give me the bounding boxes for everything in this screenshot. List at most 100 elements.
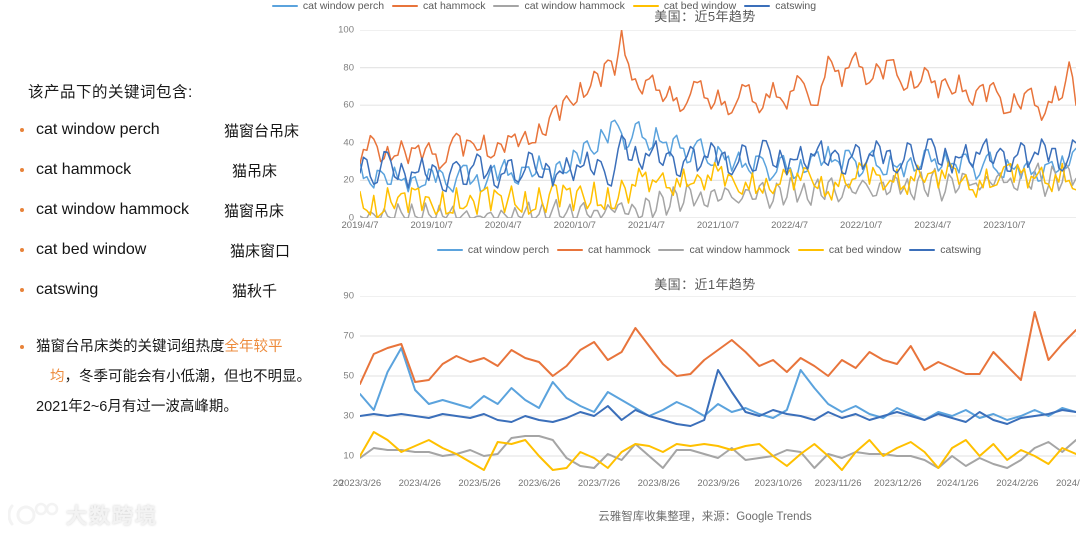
legend-item[interactable]: cat window perch [429,244,549,256]
legend-swatch-icon [392,4,419,8]
keyword-cn: 猫窗吊床 [224,202,285,220]
x-axis-tick: 2019/4/7 [341,220,379,231]
plot-lines [360,30,1076,218]
legend-swatch-icon [557,248,584,252]
y-axis-tick: 90 [343,290,354,302]
x-axis-tick: 2023/11/26 [814,478,862,489]
note-line-1-text: 猫窗台吊床类的关键词组热度 [36,339,225,355]
keyword-cn: 猫秋千 [232,282,278,300]
plot-area: 10 30 50 70 90 [330,291,1080,476]
legend-swatch-icon [493,4,520,8]
chart-us-1year: 美国：近1年趋势 10 30 50 70 90 2023/3/26 2023/4/26 20… [330,268,1080,518]
source-note: 云雅智库收集整理，来源：Google Trends [330,508,1080,524]
chart-us-5year: 美国：近5年趋势 0 20 40 60 80 100 2019/4/7 2019/10/7 2… [330,0,1080,266]
x-axis-tick: 2021/4/7 [627,220,665,231]
legend-swatch-icon [658,248,685,252]
note-line-3: 2021年2~6月有过一波高峰期。 [36,399,238,415]
legend-item[interactable]: catswing [901,244,981,256]
series-line [360,348,1076,420]
x-axis-tick: 2023/12/26 [874,478,922,489]
keyword-cn: 猫吊床 [232,162,278,180]
chart-title: 美国：近1年趋势 [654,277,756,292]
legend-item[interactable]: cat window hammock [650,244,790,256]
plot-area: 0 20 40 60 80 100 [330,25,1080,224]
bullet-icon [20,288,24,292]
list-item: cat window perch 猫窗台吊床 [14,110,334,150]
legend-label: cat window hammock [524,0,625,12]
source-en: Google Trends [736,511,812,523]
legend-item[interactable]: cat hammock [549,244,650,256]
x-axis-tick: 2022/4/7 [771,220,809,231]
x-axis-tick: 2023/10/7 [983,220,1026,231]
y-axis-tick: 100 [338,24,354,36]
x-axis-tick: 2024/2/26 [996,478,1039,489]
series-line [360,312,1076,384]
legend-label: cat hammock [423,0,486,12]
source-cn: 云雅智库收集整理，来源： [598,511,737,523]
note-highlight-1: 全年较平 [224,339,283,355]
legend-item[interactable]: cat window hammock [485,0,625,12]
x-axis-tick: 2019/10/7 [410,220,453,231]
y-axis-labels: 10 30 50 70 90 [330,291,358,476]
x-axis-tick: 2024/1/26 [936,478,979,489]
bullet-icon [20,128,24,132]
keyword-en: catswing [36,281,99,298]
keyword-list: cat window perch 猫窗台吊床 cat hammock 猫吊床 c… [14,110,334,310]
legend-label: catswing [940,244,982,256]
line-chart-svg [360,30,1076,218]
series-line [360,436,1076,468]
keyword-en: cat bed window [36,241,147,258]
keyword-en: cat window perch [36,121,160,138]
x-axis-tick: 2023/5/26 [458,478,501,489]
legend-item[interactable]: cat bed window [625,0,736,12]
legend-item[interactable]: cat hammock [384,0,485,12]
x-axis-tick: 2020/10/7 [553,220,596,231]
x-axis-labels: 2019/4/7 2019/10/7 2020/4/7 2020/10/7 2021/4… [330,220,1080,238]
keyword-en: cat hammock [36,161,132,178]
chart-legend: cat window perch cat hammock cat window ha… [330,244,1080,256]
x-axis-tick: 2023/3/26 [338,478,382,489]
legend-label: cat bed window [828,244,902,256]
chart-title: 美国：近5年趋势 [654,9,756,24]
note-line-2: 均，冬季可能会有小低潮，但也不明显。 [14,362,334,392]
chart-legend: cat window perch cat hammock cat window ha… [0,0,1080,12]
left-panel: 该产品下的关键词包含: cat window perch 猫窗台吊床 cat h… [0,0,330,535]
y-axis-tick: 70 [343,330,354,342]
list-item: cat bed window 猫床窗口 [14,230,334,270]
legend-label: cat hammock [588,244,651,256]
legend-label: cat bed window [663,0,737,12]
list-item: catswing 猫秋千 [14,270,334,310]
x-axis-tick: 2023/9/26 [697,478,740,489]
bullet-icon [20,248,24,252]
legend-item[interactable]: catswing [736,0,816,12]
series-line [360,161,1076,218]
y-axis-tick: 80 [343,62,354,74]
note-line-2-text: ，冬季可能会有小低潮，但也不明显。 [64,369,312,385]
legend-label: catswing [775,0,817,12]
x-axis-tick: 2024/3/26 [1055,478,1080,489]
x-axis-tick-overflow: 20 [332,478,344,489]
legend-swatch-icon [909,248,936,252]
keyword-cn: 猫窗台吊床 [224,122,300,140]
legend-swatch-icon [797,248,824,252]
insight-note: 猫窗台吊床类的关键词组热度全年较平 均，冬季可能会有小低潮，但也不明显。 202… [14,332,334,422]
y-axis-tick: 10 [343,450,354,462]
list-item: cat window hammock 猫窗吊床 [14,190,334,230]
y-axis-labels: 0 20 40 60 80 100 [330,25,358,224]
x-axis-tick: 2023/4/7 [914,220,952,231]
x-axis-tick: 2023/10/26 [754,478,803,489]
series-line [360,370,1076,426]
x-axis-tick: 2023/8/26 [637,478,680,489]
legend-swatch-icon [632,4,659,8]
x-axis-labels: 2023/3/26 2023/4/26 2023/5/26 2023/6/26 2023… [330,478,1080,496]
list-item: cat hammock 猫吊床 [14,150,334,190]
legend-swatch-icon [744,4,771,8]
legend-item[interactable]: cat window perch [264,0,384,12]
series-line [360,432,1076,470]
keyword-en: cat window hammock [36,201,189,218]
y-axis-tick: 30 [343,410,354,422]
legend-swatch-icon [436,248,463,252]
legend-item[interactable]: cat bed window [790,244,901,256]
x-axis-tick: 2023/6/26 [518,478,561,489]
